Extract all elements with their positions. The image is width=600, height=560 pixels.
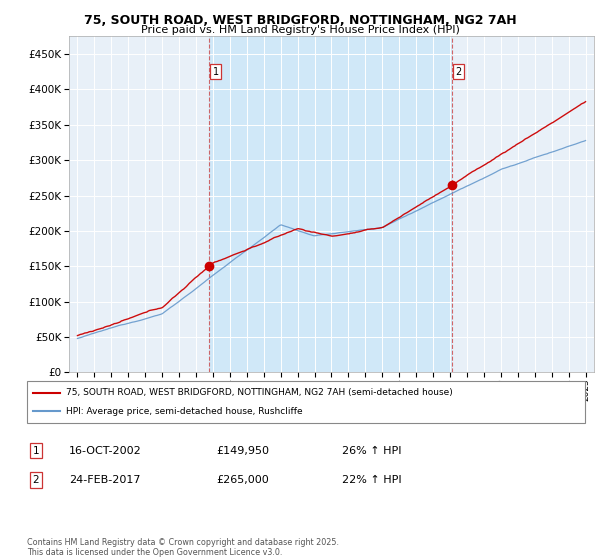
Text: £265,000: £265,000 bbox=[216, 475, 269, 485]
Text: Price paid vs. HM Land Registry's House Price Index (HPI): Price paid vs. HM Land Registry's House … bbox=[140, 25, 460, 35]
Text: 22% ↑ HPI: 22% ↑ HPI bbox=[342, 475, 401, 485]
Text: 26% ↑ HPI: 26% ↑ HPI bbox=[342, 446, 401, 456]
Text: Contains HM Land Registry data © Crown copyright and database right 2025.
This d: Contains HM Land Registry data © Crown c… bbox=[27, 538, 339, 557]
Text: 16-OCT-2002: 16-OCT-2002 bbox=[69, 446, 142, 456]
Text: 1: 1 bbox=[213, 67, 219, 77]
Text: 75, SOUTH ROAD, WEST BRIDGFORD, NOTTINGHAM, NG2 7AH (semi-detached house): 75, SOUTH ROAD, WEST BRIDGFORD, NOTTINGH… bbox=[66, 388, 453, 397]
Text: 75, SOUTH ROAD, WEST BRIDGFORD, NOTTINGHAM, NG2 7AH: 75, SOUTH ROAD, WEST BRIDGFORD, NOTTINGH… bbox=[83, 14, 517, 27]
Text: 1: 1 bbox=[32, 446, 40, 456]
Text: £149,950: £149,950 bbox=[216, 446, 269, 456]
Text: 2: 2 bbox=[32, 475, 40, 485]
Text: HPI: Average price, semi-detached house, Rushcliffe: HPI: Average price, semi-detached house,… bbox=[66, 407, 302, 416]
Bar bbox=[209, 36, 452, 372]
Text: 24-FEB-2017: 24-FEB-2017 bbox=[69, 475, 140, 485]
Text: 2: 2 bbox=[455, 67, 462, 77]
